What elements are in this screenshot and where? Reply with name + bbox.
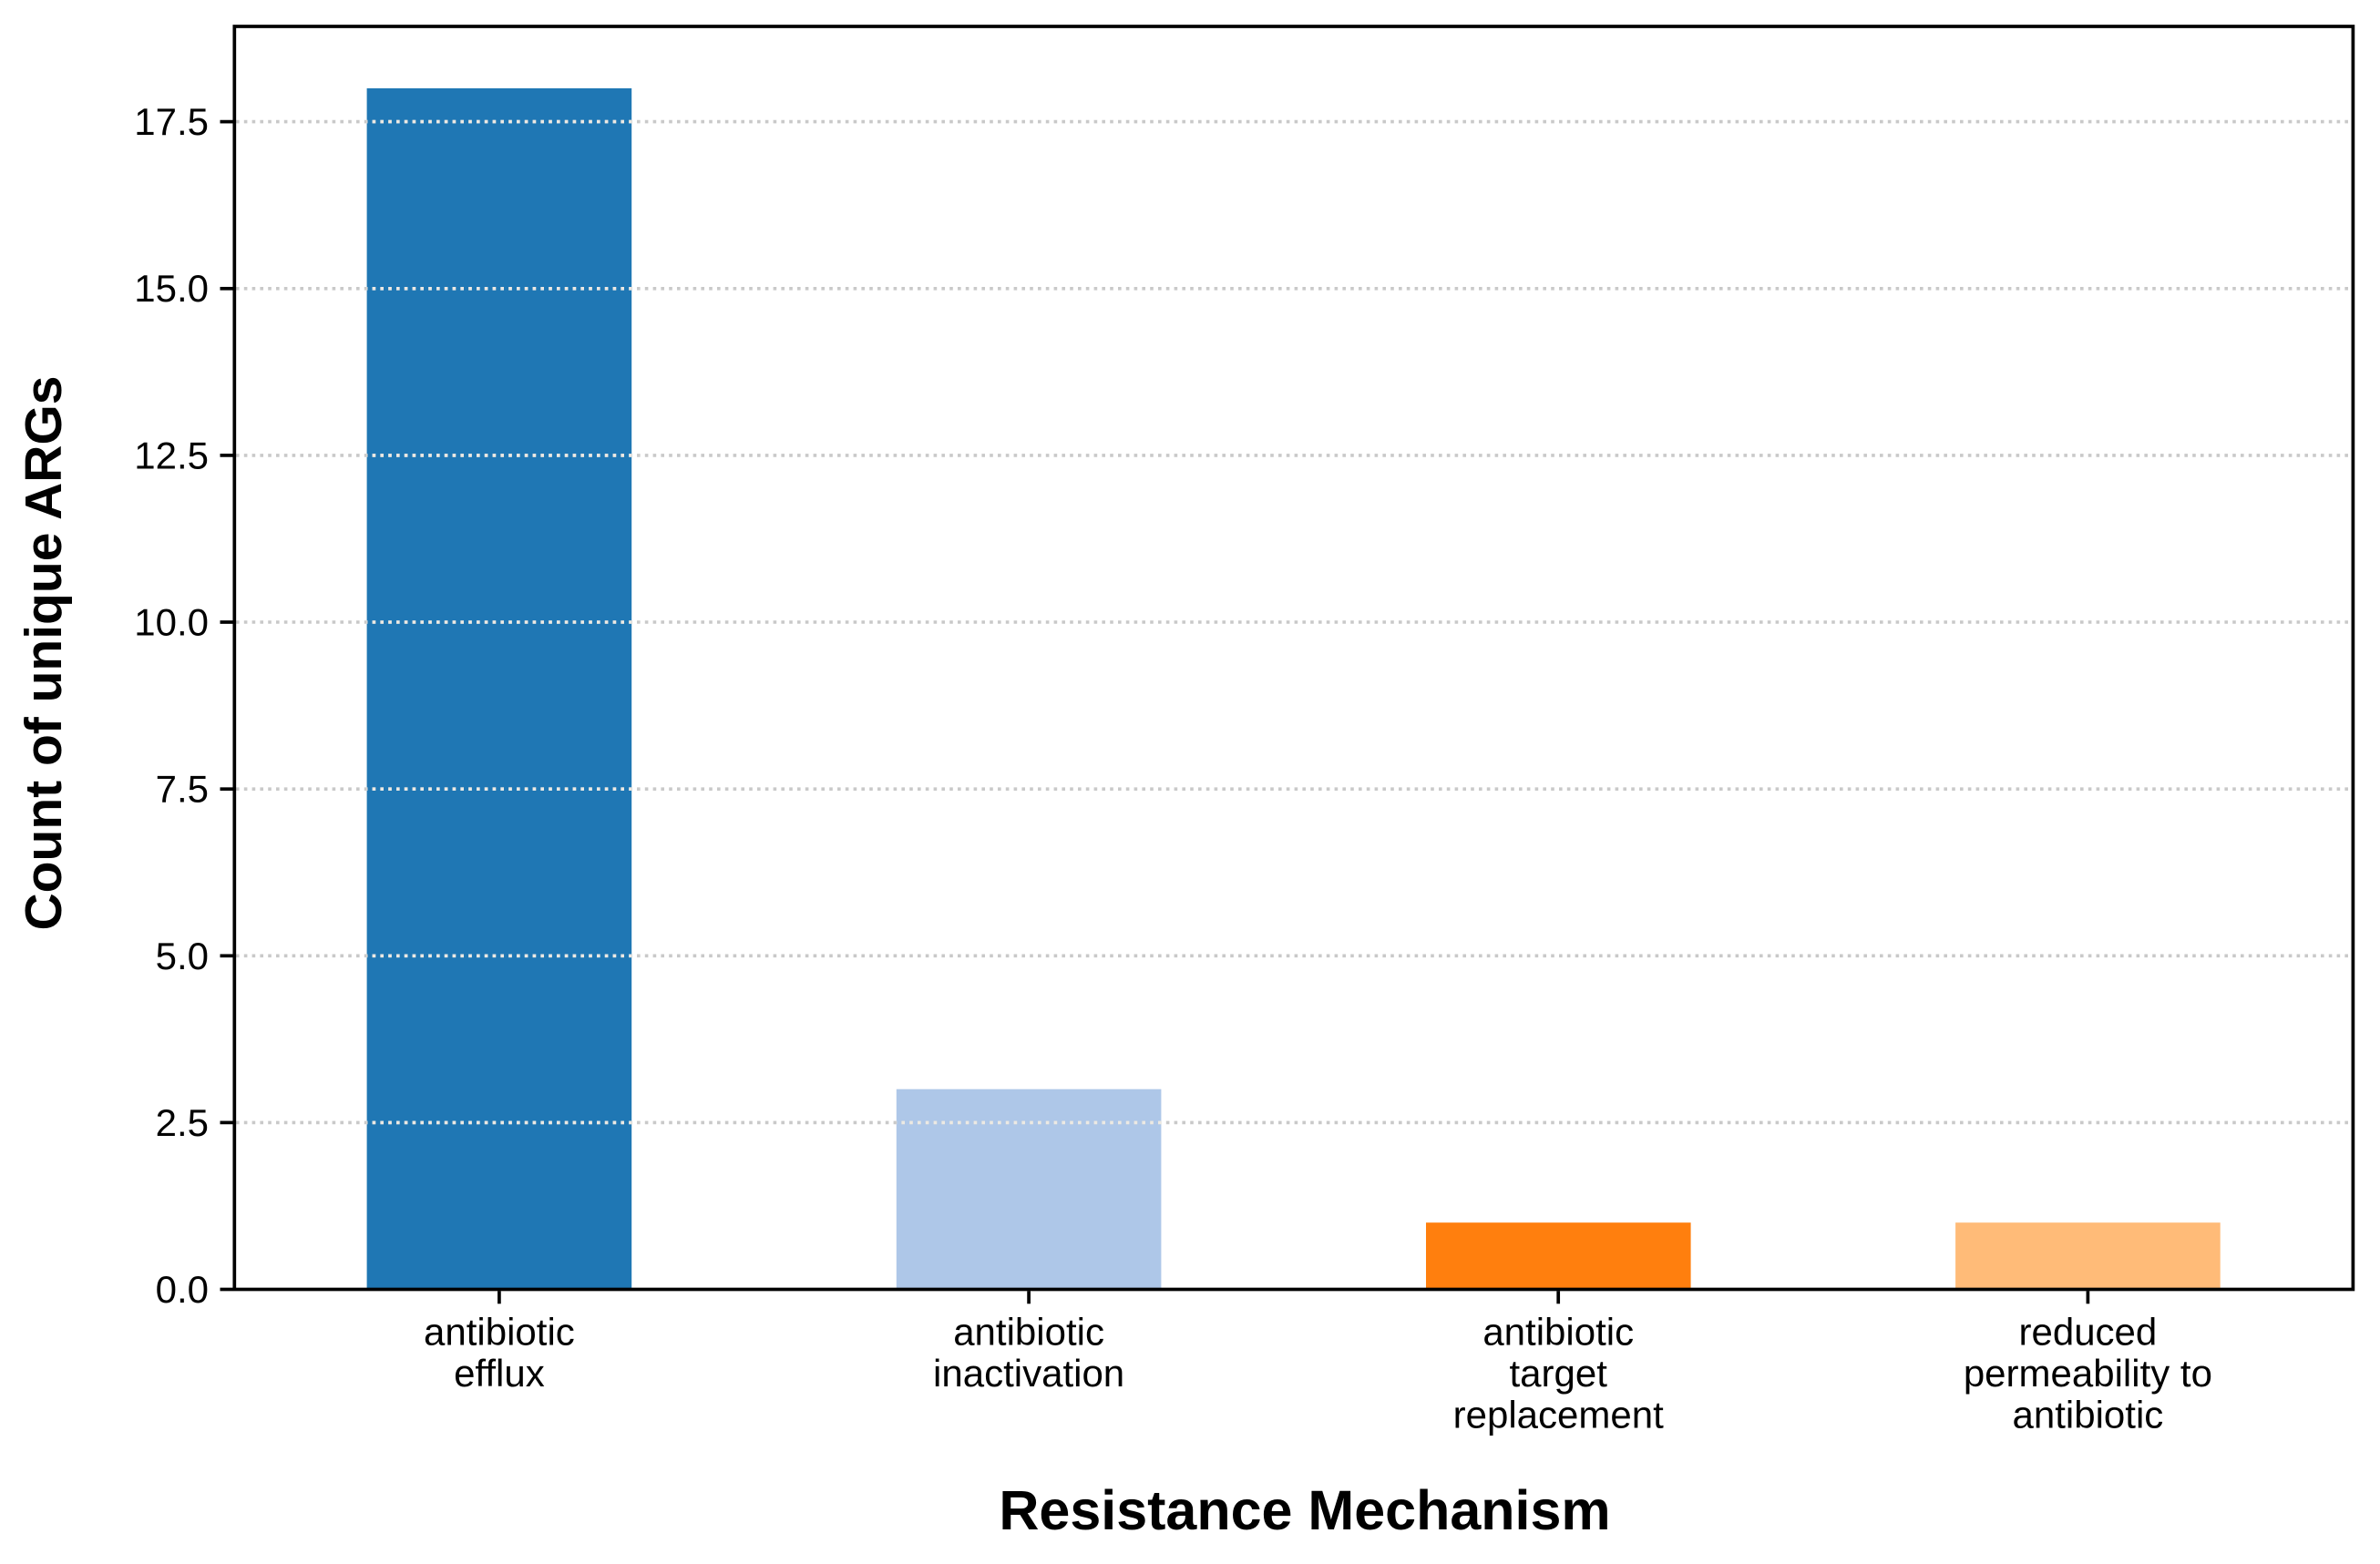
svg-text:Resistance Mechanism: Resistance Mechanism [999, 1479, 1610, 1541]
svg-text:12.5: 12.5 [134, 434, 209, 476]
svg-text:2.5: 2.5 [156, 1101, 209, 1144]
svg-text:7.5: 7.5 [156, 768, 209, 811]
svg-text:0.0: 0.0 [156, 1268, 209, 1311]
svg-text:5.0: 5.0 [156, 935, 209, 977]
svg-text:17.5: 17.5 [134, 100, 209, 143]
svg-text:10.0: 10.0 [134, 601, 209, 644]
svg-text:Count of unique ARGs: Count of unique ARGs [15, 376, 73, 931]
svg-text:15.0: 15.0 [134, 267, 209, 310]
